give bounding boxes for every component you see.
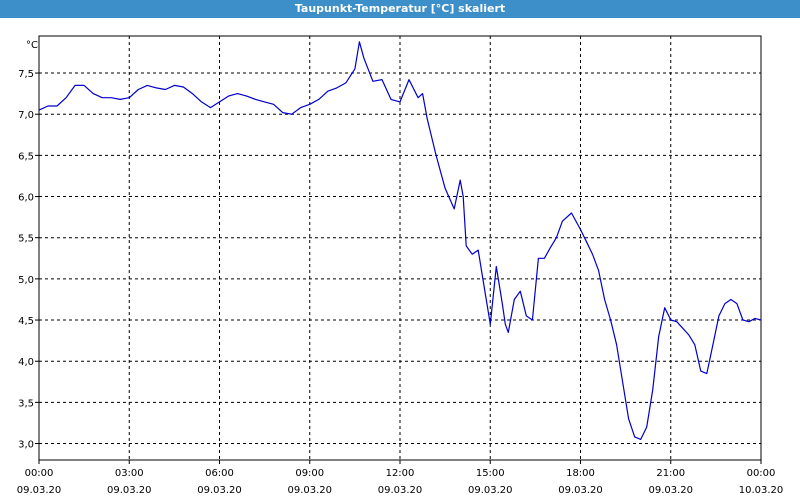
x-tick-time-label: 09:00 bbox=[295, 468, 324, 479]
x-tick-date-label: 09.03.20 bbox=[107, 485, 152, 496]
x-tick-time-label: 18:00 bbox=[566, 468, 595, 479]
x-tick-date-label: 09.03.20 bbox=[287, 485, 332, 496]
chart-title-bar: Taupunkt-Temperatur [°C] skaliert bbox=[0, 0, 800, 18]
chart-title: Taupunkt-Temperatur [°C] skaliert bbox=[294, 2, 506, 15]
y-tick-label: 5,5 bbox=[18, 234, 34, 245]
x-tick-time-label: 00:00 bbox=[25, 468, 54, 479]
x-tick-date-label: 09.03.20 bbox=[378, 485, 423, 496]
chart-canvas: 3,0 3,5 4,0 4,5 5,0 5,5 6,0 6,5 7,0 7,5 00:00 09.0… bbox=[17, 35, 784, 496]
x-axis-ticks: 00:00 09.03.20 03:00 09.03.20 06:00 09.03.20 0… bbox=[17, 460, 784, 496]
y-tick-label: 4,0 bbox=[18, 357, 34, 368]
x-tick-time-label: 15:00 bbox=[476, 468, 505, 479]
y-tick-label: 6,5 bbox=[18, 151, 34, 162]
y-tick-label: 3,5 bbox=[18, 398, 34, 409]
y-tick-label: 7,5 bbox=[18, 69, 34, 80]
series-group bbox=[38, 41, 762, 440]
x-tick-date-label: 09.03.20 bbox=[468, 485, 513, 496]
x-tick-date-label: 09.03.20 bbox=[648, 485, 693, 496]
y-tick-label: 7,0 bbox=[18, 110, 34, 121]
x-tick-time-label: 06:00 bbox=[205, 468, 234, 479]
x-tick-time-label: 12:00 bbox=[386, 468, 415, 479]
grid-lines bbox=[39, 36, 761, 460]
series-line bbox=[38, 41, 762, 440]
x-tick-time-label: 21:00 bbox=[656, 468, 685, 479]
y-tick-label: 6,0 bbox=[18, 193, 34, 204]
y-axis-ticks: 3,0 3,5 4,0 4,5 5,0 5,5 6,0 6,5 7,0 7,5 bbox=[18, 69, 39, 451]
x-tick-time-label: 00:00 bbox=[747, 468, 776, 479]
y-tick-label: 4,5 bbox=[18, 316, 34, 327]
x-tick-date-label: 09.03.20 bbox=[558, 485, 603, 496]
x-tick-date-label: 10.03.20 bbox=[739, 485, 784, 496]
x-tick-time-label: 03:00 bbox=[115, 468, 144, 479]
x-tick-date-label: 09.03.20 bbox=[197, 485, 242, 496]
x-tick-date-label: 09.03.20 bbox=[17, 485, 62, 496]
y-axis-unit-label: °C bbox=[26, 40, 38, 51]
y-tick-label: 3,0 bbox=[18, 440, 34, 451]
y-tick-label: 5,0 bbox=[18, 275, 34, 286]
